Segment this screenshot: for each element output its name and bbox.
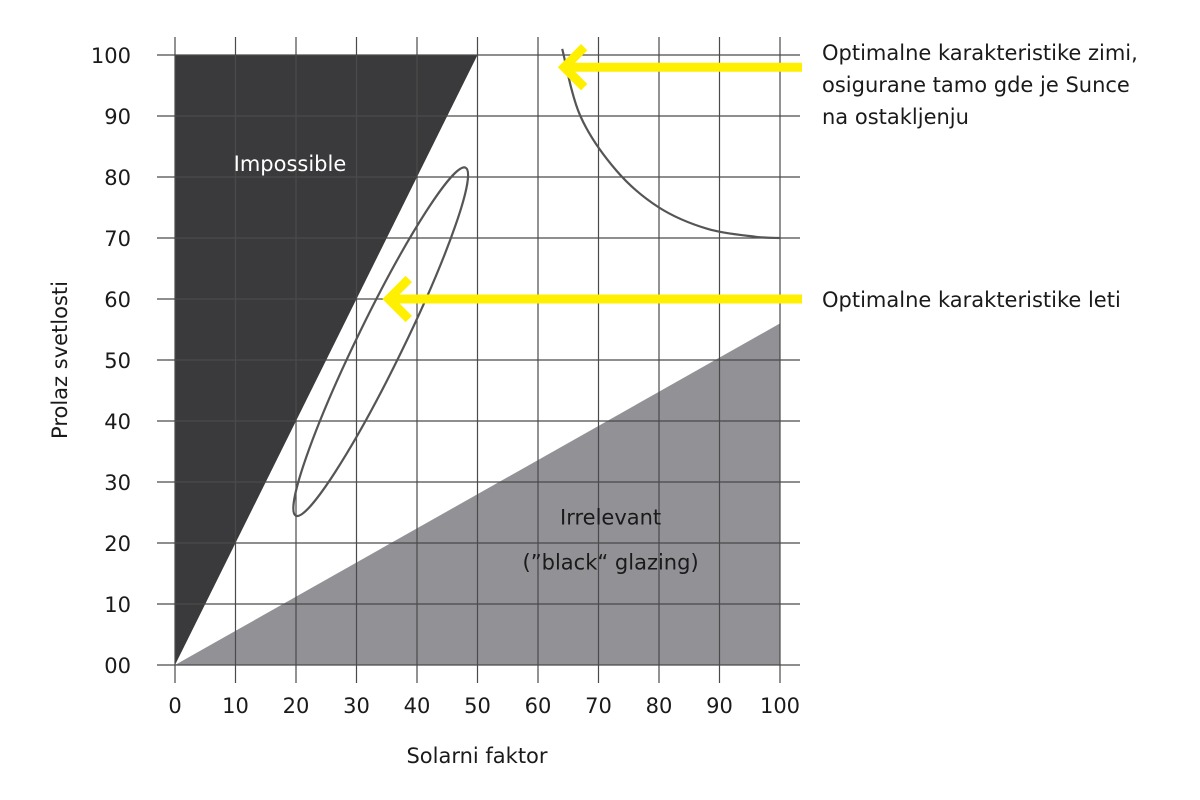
x-tick-label: 100: [760, 694, 800, 718]
annotation-winter-line-2: osigurane tamo gde je Sunce: [822, 73, 1130, 97]
x-tick-label: 50: [464, 694, 491, 718]
region-labels: Impossible Irrelevant (”black“ glazing): [234, 152, 699, 575]
y-tick-label: 90: [104, 105, 131, 129]
x-tick-label: 10: [222, 694, 249, 718]
x-tick-label: 80: [646, 694, 673, 718]
x-axis-title: Solarni faktor: [406, 744, 547, 768]
y-tick-label: 70: [104, 227, 131, 251]
y-tick-label: 20: [104, 532, 131, 556]
x-tick-label: 20: [283, 694, 310, 718]
winter-curve: [561, 48, 781, 240]
x-tick-label: 90: [706, 694, 733, 718]
region-label-impossible: Impossible: [234, 152, 347, 176]
y-tick-label: 00: [104, 654, 131, 678]
y-tick-label: 40: [104, 410, 131, 434]
y-tick-label: 80: [104, 166, 131, 190]
summer-ellipse: [292, 166, 470, 518]
annotation-winter-line-1: Optimalne karakteristike zimi,: [822, 41, 1138, 65]
x-tick-label: 40: [404, 694, 431, 718]
y-tick-label: 10: [104, 593, 131, 617]
x-tick-label: 60: [525, 694, 552, 718]
x-tick-label: 0: [168, 694, 181, 718]
x-tick-label: 70: [585, 694, 612, 718]
y-tick-label: 100: [91, 44, 131, 68]
y-tick-label: 50: [104, 349, 131, 373]
arrow-summer-head: [382, 275, 412, 323]
region-label-irrelevant-line2: (”black“ glazing): [523, 551, 699, 575]
curves-layer: [292, 48, 781, 518]
annotation-summer-line-1: Optimalne karakteristike leti: [822, 288, 1121, 312]
grid: [157, 37, 800, 683]
y-tick-label: 30: [104, 471, 131, 495]
arrow-winter-head: [557, 44, 588, 91]
annotations: Optimalne karakteristike zimi, osigurane …: [382, 41, 1138, 323]
region-label-irrelevant: Irrelevant: [560, 506, 661, 530]
y-tick-label: 60: [104, 288, 131, 312]
y-axis-title: Prolaz svetlosti: [48, 281, 72, 439]
annotation-winter-line-3: na ostakljenju: [822, 105, 969, 129]
tick-labels: 0 10 20 30 40 50 60 70 80 90 100 00 10 20 30 40 50 60 70 80…: [91, 44, 800, 718]
x-tick-label: 30: [343, 694, 370, 718]
